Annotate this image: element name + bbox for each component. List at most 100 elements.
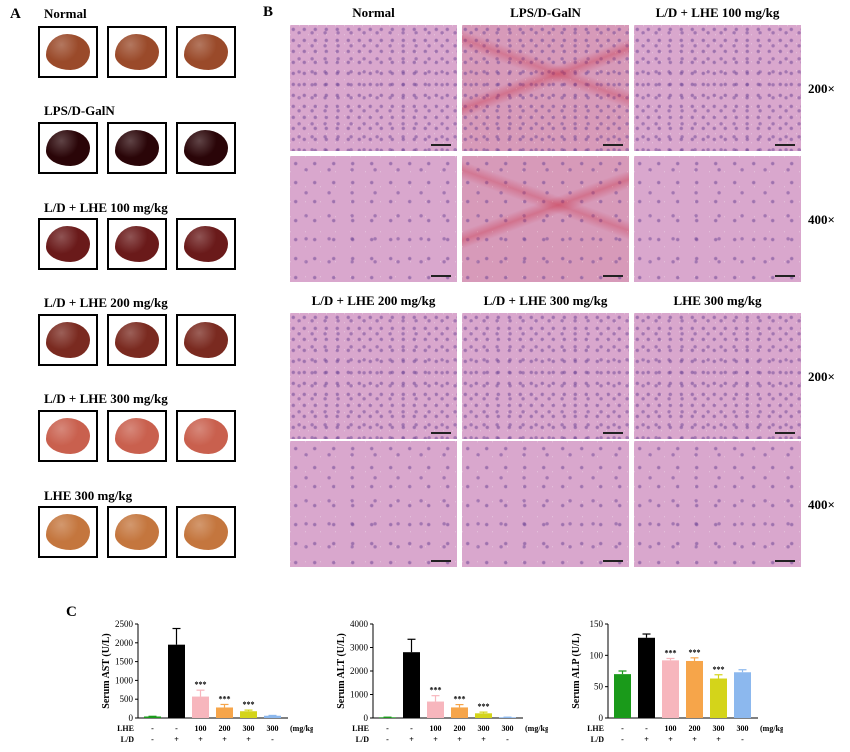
x-lhe-label: - [410, 724, 413, 733]
scale-bar [775, 144, 795, 146]
histology-column-title: Normal [352, 5, 395, 20]
scale-bar [431, 432, 451, 434]
y-tick-label: 2500 [115, 619, 134, 629]
liver-organ [46, 130, 90, 166]
liver-organ [184, 130, 228, 166]
bar [475, 713, 492, 718]
liver-photo-row [38, 314, 236, 366]
x-lhe-label: 100 [430, 724, 442, 733]
bar [427, 701, 444, 718]
bar [710, 678, 727, 718]
x-lhe-label: - [151, 724, 154, 733]
unit-label: (mg/kg) [760, 724, 783, 733]
scale-bar [775, 275, 795, 277]
histology-image [634, 441, 801, 567]
liver-organ [115, 34, 159, 70]
liver-organ [46, 34, 90, 70]
significance-label: *** [430, 686, 442, 695]
liver-photo [38, 26, 98, 78]
scale-bar [431, 144, 451, 146]
bar [614, 674, 631, 718]
x-ld-label: - [621, 735, 624, 744]
liver-photo [176, 26, 236, 78]
magnification-label: 200× [808, 369, 835, 384]
liver-group-title: L/D + LHE 100 mg/kg [44, 200, 168, 215]
x-lhe-label: 300 [267, 724, 279, 733]
liver-group-title: LPS/D-GalN [44, 103, 115, 118]
row-label-ld: L/D [121, 735, 135, 744]
scale-bar [603, 144, 623, 146]
x-lhe-label: - [386, 724, 389, 733]
liver-photo [176, 410, 236, 462]
panel-a-letter: A [10, 6, 21, 22]
panel-b-letter: B [263, 4, 274, 20]
y-axis-label: Serum ALT (U/L) [336, 633, 347, 709]
bar [264, 715, 281, 718]
scale-bar [603, 275, 623, 277]
bar [686, 660, 703, 718]
x-ld-label: + [481, 735, 486, 744]
liver-photo [38, 122, 98, 174]
significance-label: *** [689, 648, 701, 657]
scale-bar [603, 560, 623, 562]
significance-label: *** [219, 694, 231, 703]
serum-bar-chart: Serum ALT (U/L) 0 1000 2000 3000 4000 - - - + *** 1… [336, 619, 548, 744]
unit-label: (mg/kg) [525, 724, 548, 733]
histology-column-title: LPS/D-GalN [510, 5, 581, 20]
x-ld-label: - [151, 735, 154, 744]
histology-column-title: LHE 300 mg/kg [673, 293, 762, 308]
liver-organ [46, 226, 90, 262]
serum-bar-chart: Serum ALP (U/L) 0 50 100 150 - - - + *** 100 + *** 20… [571, 619, 783, 744]
y-tick-label: 4000 [350, 619, 369, 629]
liver-photo [38, 314, 98, 366]
liver-organ [115, 322, 159, 358]
liver-photo [38, 218, 98, 270]
y-tick-label: 2000 [115, 638, 134, 648]
row-label-ld: L/D [591, 735, 605, 744]
scale-bar [603, 432, 623, 434]
histology-column-title: L/D + LHE 300 mg/kg [483, 293, 608, 308]
y-tick-label: 1000 [115, 675, 134, 685]
x-ld-label: - [386, 735, 389, 744]
histology-image [462, 25, 629, 151]
x-lhe-label: 200 [454, 724, 466, 733]
row-label-lhe: LHE [587, 724, 604, 733]
liver-organ [115, 514, 159, 550]
magnification-label: 400× [808, 497, 835, 512]
y-axis-label: Serum ALP (U/L) [571, 633, 582, 709]
liver-photo [176, 506, 236, 558]
liver-photo-row [38, 26, 236, 78]
liver-photo [176, 122, 236, 174]
x-ld-label: + [692, 735, 697, 744]
y-tick-label: 500 [120, 694, 134, 704]
bar [734, 672, 751, 718]
liver-photo [38, 410, 98, 462]
liver-photo [107, 410, 167, 462]
x-lhe-label: 300 [243, 724, 255, 733]
y-tick-label: 50 [594, 682, 604, 692]
histology-column-title: L/D + LHE 200 mg/kg [311, 293, 436, 308]
histology-image [634, 156, 801, 282]
liver-photo [176, 314, 236, 366]
x-ld-label: - [506, 735, 509, 744]
x-ld-label: + [716, 735, 721, 744]
x-ld-label: + [409, 735, 414, 744]
y-tick-label: 1500 [115, 657, 134, 667]
liver-photo [176, 218, 236, 270]
unit-label: (mg/kg) [290, 724, 313, 733]
x-lhe-label: 200 [689, 724, 701, 733]
x-lhe-label: - [175, 724, 178, 733]
x-ld-label: + [457, 735, 462, 744]
x-lhe-label: - [645, 724, 648, 733]
liver-photo-row [38, 122, 236, 174]
liver-organ [115, 226, 159, 262]
liver-photo-row [38, 506, 236, 558]
x-lhe-label: 200 [219, 724, 231, 733]
magnification-label: 200× [808, 81, 835, 96]
scale-bar [431, 560, 451, 562]
liver-organ [184, 514, 228, 550]
bar [192, 696, 209, 718]
liver-photo [107, 122, 167, 174]
x-ld-label: + [668, 735, 673, 744]
histology-image [634, 25, 801, 151]
